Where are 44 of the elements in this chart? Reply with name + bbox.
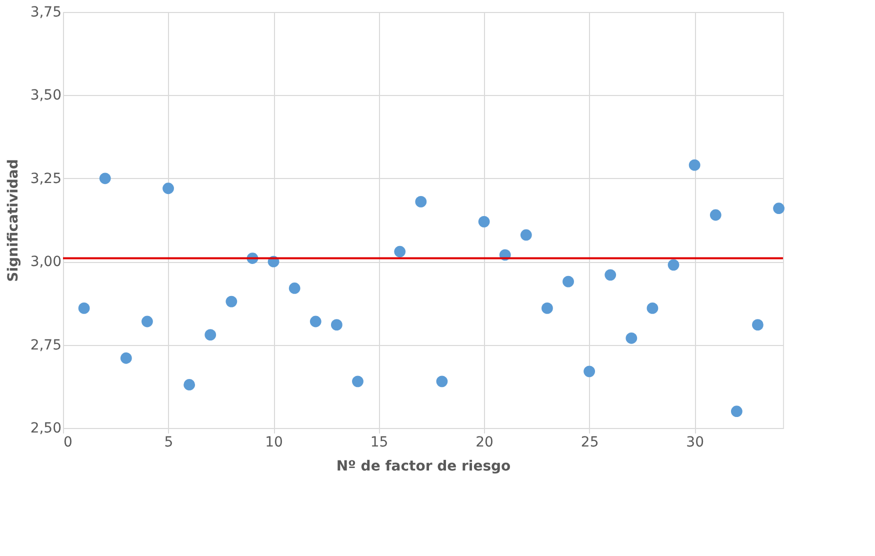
x-tick-label: 10 (265, 434, 283, 450)
x-tick-label: 0 (64, 434, 72, 450)
point (520, 229, 532, 241)
point (626, 332, 638, 344)
point (288, 282, 300, 294)
x-axis-title: Nº de factor de riesgo (336, 458, 512, 474)
point (99, 172, 111, 184)
point (415, 196, 427, 208)
point (310, 316, 322, 328)
y-tick-label: 3,75 (30, 4, 62, 20)
point (646, 302, 658, 314)
point (330, 319, 342, 331)
point (688, 159, 700, 171)
point (394, 246, 406, 258)
point (226, 296, 238, 308)
point (142, 316, 153, 328)
point (478, 216, 490, 228)
point (562, 276, 574, 288)
y-tick-label: 3,25 (30, 170, 62, 187)
x-tick-label: 30 (686, 434, 704, 450)
point (710, 209, 722, 221)
point (184, 379, 196, 390)
y-tick-label: 2,50 (30, 420, 62, 436)
point (352, 376, 364, 388)
point (668, 259, 680, 271)
point (204, 329, 216, 341)
y-axis-title: Significatividad (5, 159, 22, 282)
x-tick-label: 20 (476, 434, 494, 450)
point (773, 202, 784, 214)
point (162, 182, 174, 194)
point (120, 352, 132, 364)
point (78, 302, 90, 314)
x-tick-label: 5 (164, 434, 174, 450)
x-tick-label: 25 (580, 434, 599, 450)
point (584, 366, 596, 378)
x-tick-label: 15 (370, 434, 388, 450)
point (436, 376, 448, 388)
y-tick-label: 2,75 (30, 337, 62, 354)
y-tick-label: 3,00 (30, 254, 62, 270)
point (730, 406, 742, 418)
point (604, 269, 616, 281)
point (542, 302, 553, 314)
point (752, 319, 764, 331)
y-tick-label: 3,50 (30, 88, 62, 104)
